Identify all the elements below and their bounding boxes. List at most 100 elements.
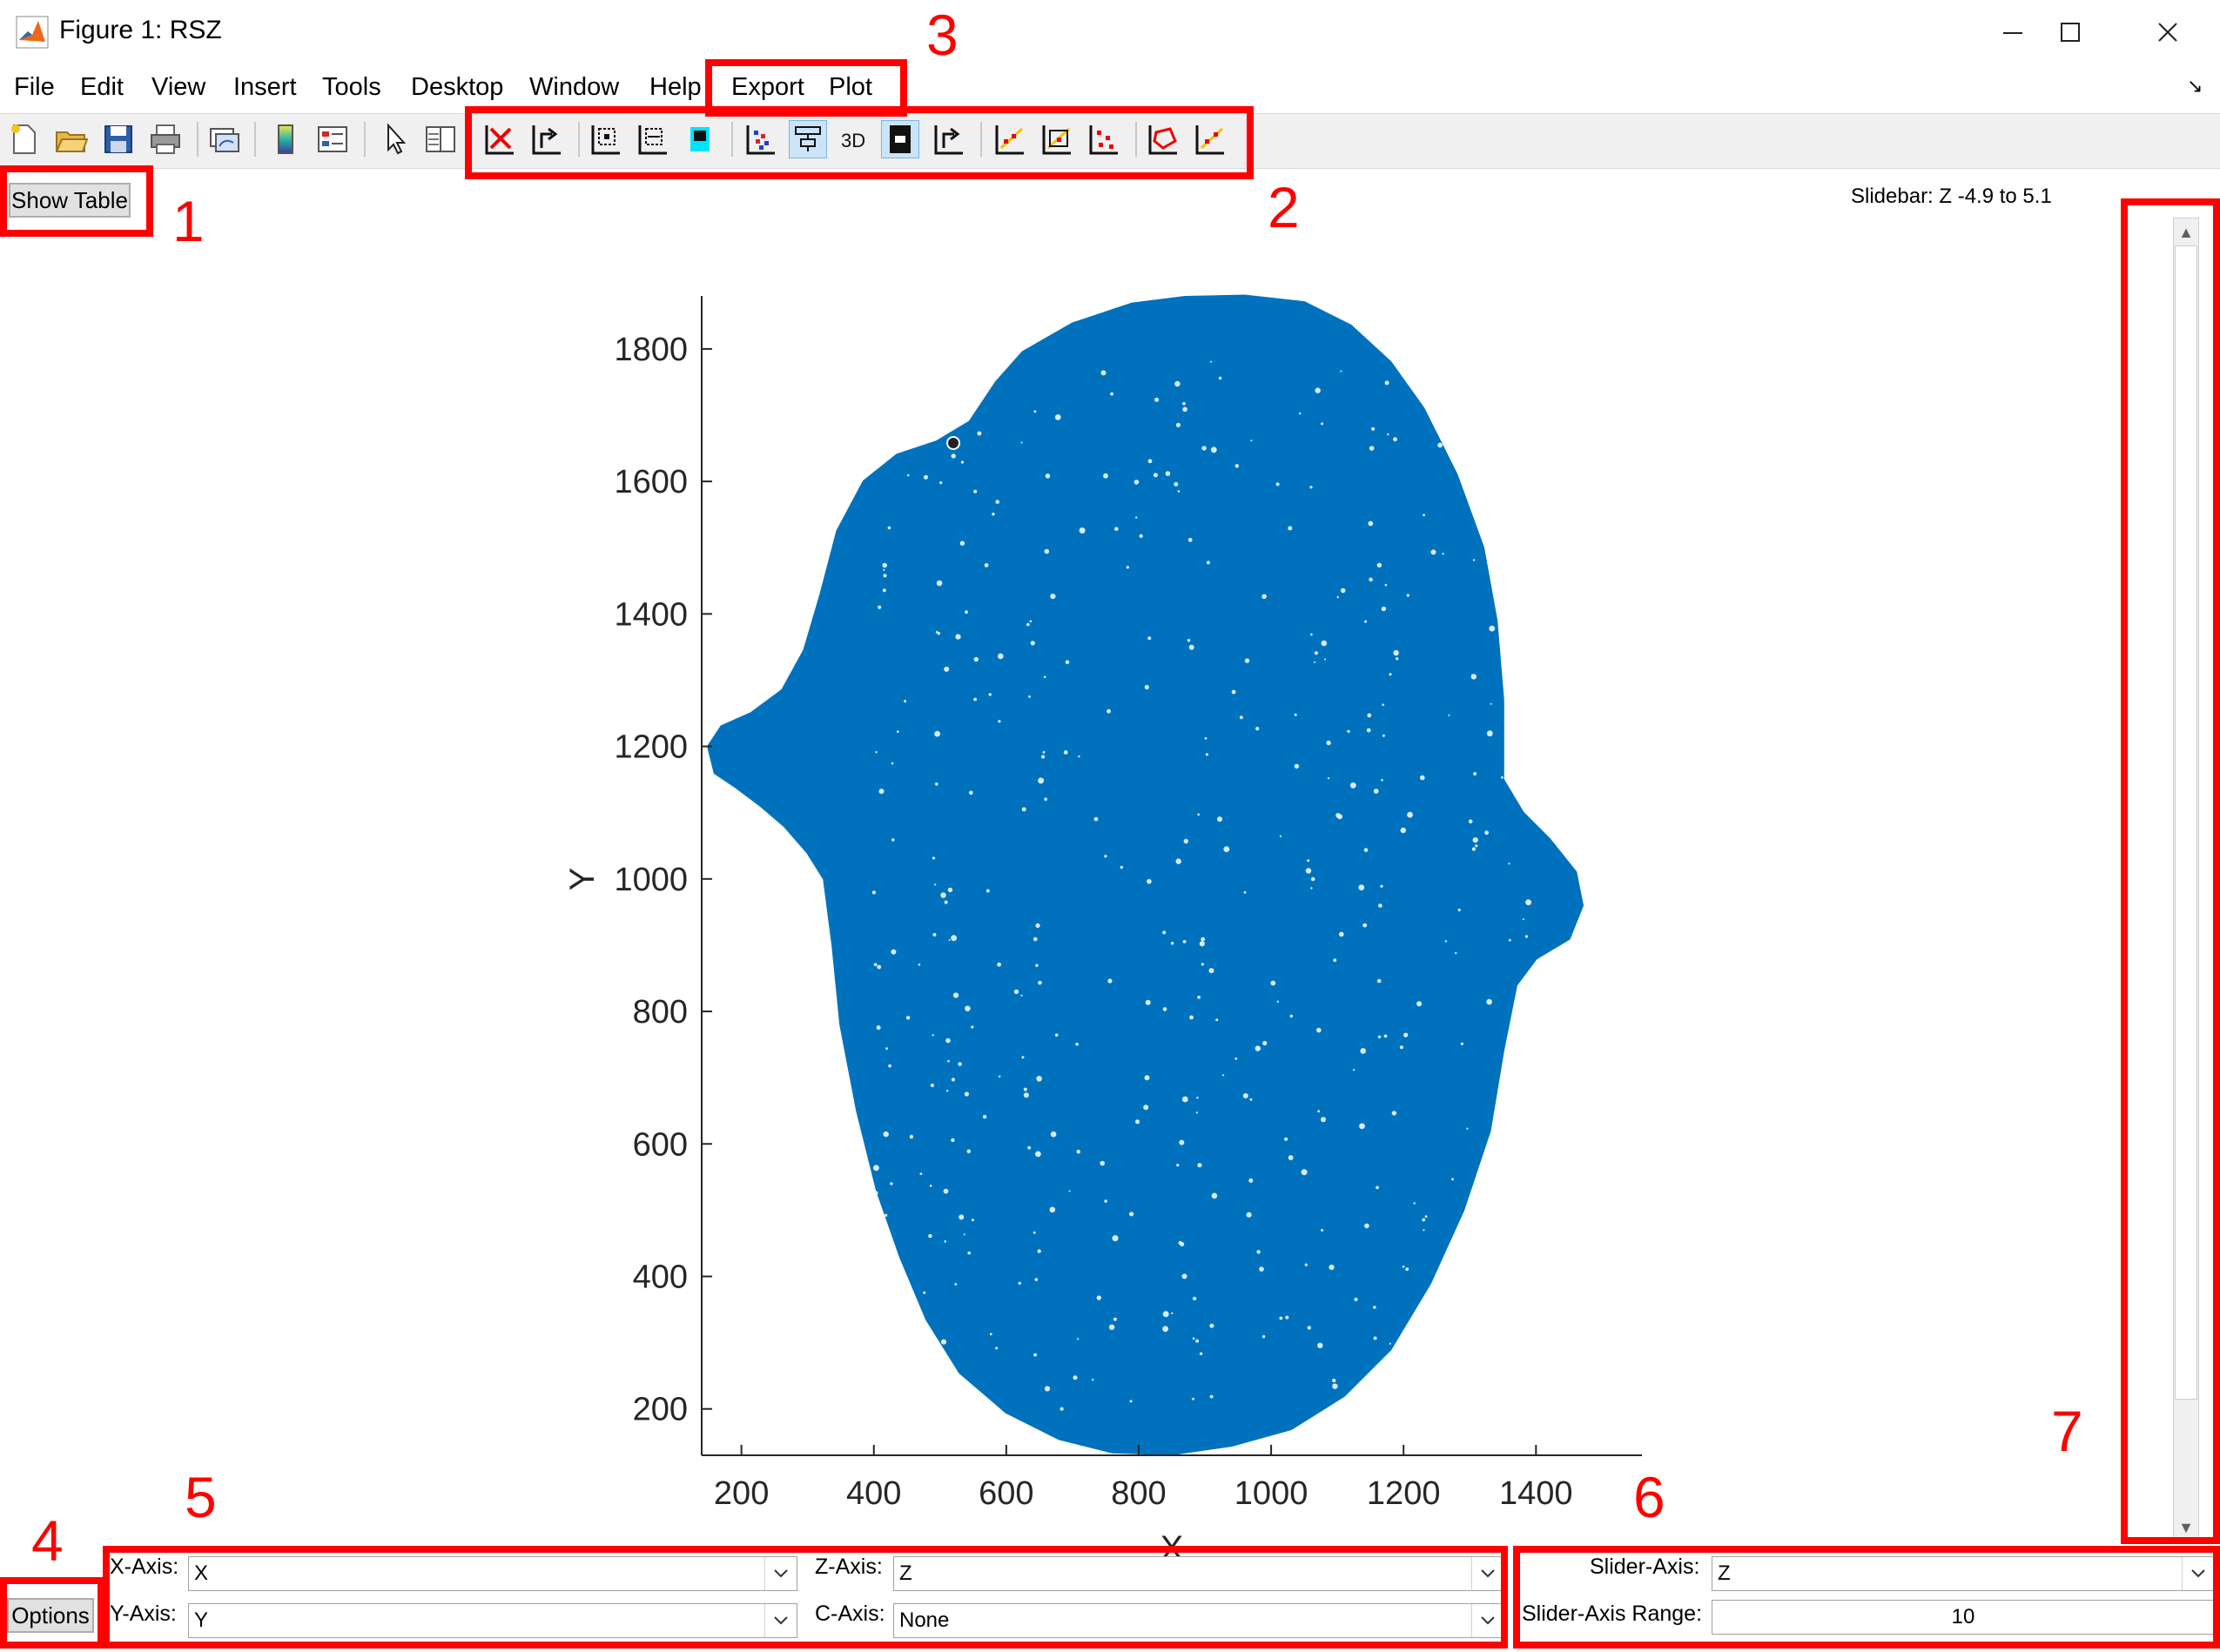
scatter-gap [1459, 402, 1463, 406]
menu-help[interactable]: Help [649, 73, 702, 101]
scatter-colored-icon[interactable] [742, 120, 780, 158]
scatter-gap [944, 666, 950, 672]
scatter-gap [1114, 527, 1119, 531]
color-toggle-icon[interactable] [681, 120, 719, 158]
filter-icon[interactable] [789, 120, 827, 158]
menu-export[interactable]: Export [731, 73, 804, 101]
scatter-gap [1482, 393, 1484, 395]
highlighted-point[interactable] [946, 435, 961, 450]
fit-line-icon[interactable] [991, 120, 1029, 158]
scatter-gap [1402, 1266, 1405, 1268]
menu-window[interactable]: Window [529, 73, 620, 101]
maximize-button[interactable] [2035, 7, 2105, 57]
scatter-gap [1139, 534, 1143, 539]
minimize-icon [2003, 32, 2022, 34]
menu-tools[interactable]: Tools [322, 73, 381, 101]
scatter-gap [1270, 980, 1276, 986]
scatter-gap [1305, 868, 1312, 874]
y-axis-select[interactable]: Y [188, 1603, 797, 1638]
scatter-red-icon[interactable] [1085, 120, 1123, 158]
scatter-points[interactable] [706, 294, 1584, 1456]
save-icon[interactable] [99, 120, 138, 158]
menu-file[interactable]: File [14, 73, 55, 101]
scatter-gap [1475, 844, 1478, 848]
scatter-gap [919, 1172, 923, 1175]
toolbar-separator [578, 122, 580, 157]
open-file-icon[interactable] [52, 120, 91, 158]
z-slider-thumb[interactable] [2175, 245, 2197, 1400]
scatter-gap [918, 964, 921, 966]
scatter-gap [1205, 753, 1208, 756]
new-figure-icon[interactable] [5, 120, 44, 158]
annotation-box-7 [2121, 198, 2220, 1544]
options-button[interactable]: Options [7, 1598, 94, 1633]
legend-icon[interactable] [313, 120, 352, 158]
menu-view[interactable]: View [151, 73, 206, 101]
fit-line-box-icon[interactable] [1038, 120, 1076, 158]
scatter-gap [1284, 1137, 1288, 1141]
scatter-gap [1054, 414, 1061, 420]
scatter-gap [871, 890, 877, 895]
z-axis-select[interactable]: Z [893, 1556, 1504, 1591]
link-plot-icon[interactable] [205, 120, 244, 158]
scatter-gap [945, 1038, 951, 1044]
annotation-box-5 [103, 1546, 1508, 1649]
scatter-gap [1481, 1305, 1484, 1308]
polygon-select-icon[interactable] [1144, 120, 1182, 158]
scatter-gap [1192, 1397, 1194, 1400]
scatter-gap [1175, 422, 1181, 427]
scatter-gap [932, 1034, 934, 1037]
export-points-icon[interactable] [528, 120, 566, 158]
property-inspector-icon[interactable] [421, 120, 460, 158]
scatter-gap [1486, 998, 1492, 1005]
minimize-button[interactable] [1978, 7, 2048, 57]
zoom-box-alt-icon[interactable] [634, 120, 672, 158]
show-table-button[interactable]: Show Table [9, 183, 131, 218]
export-alt-icon[interactable] [930, 120, 968, 158]
menu-insert[interactable]: Insert [233, 73, 297, 101]
menu-edit[interactable]: Edit [80, 73, 124, 101]
scatter-gap [1079, 527, 1086, 534]
scatter-gap [952, 992, 959, 998]
close-button[interactable] [2133, 7, 2203, 57]
scatter-gap [964, 1091, 969, 1097]
scatter-gap [1317, 1110, 1321, 1113]
menu-desktop[interactable]: Desktop [411, 73, 504, 101]
slider-down-arrow-icon[interactable]: ▼ [2178, 1518, 2194, 1536]
delete-points-icon[interactable] [481, 120, 519, 158]
scatter-gap [1199, 941, 1205, 947]
menu-plot[interactable]: Plot [829, 73, 872, 101]
zoom-box-icon[interactable] [587, 120, 625, 158]
x-axis-label: X-Axis: [110, 1555, 179, 1579]
scatter-gap [1314, 661, 1316, 663]
scatter-gap [1422, 1218, 1426, 1222]
slider-up-arrow-icon[interactable]: ▲ [2178, 223, 2194, 241]
c-axis-select[interactable]: None [893, 1603, 1504, 1638]
colorbar-icon[interactable] [266, 120, 305, 158]
scatter-gap [1134, 480, 1140, 485]
scatter-gap [1376, 562, 1382, 567]
scatter-gap [1376, 978, 1382, 984]
pointer-icon[interactable] [376, 120, 414, 158]
scatter-gap [897, 730, 899, 733]
density-icon[interactable] [881, 120, 919, 158]
scatter-gap [971, 1025, 974, 1029]
scatter-gap [1381, 606, 1387, 612]
scatter-gap [1147, 878, 1152, 884]
scatter-gap [999, 1075, 1001, 1078]
scatter-gap [1400, 827, 1407, 834]
3d-view-icon[interactable]: 3D [836, 120, 874, 158]
scatter-gap [1381, 778, 1383, 782]
slider-axis-select[interactable]: Z [1712, 1556, 2215, 1591]
scatter-gap [1042, 750, 1046, 754]
x-axis-select[interactable]: X [188, 1556, 797, 1591]
scatter-gap [959, 541, 965, 546]
print-icon[interactable] [146, 120, 185, 158]
scatter-gap [1430, 549, 1436, 555]
scatter-gap [1314, 651, 1318, 655]
line-select-icon[interactable] [1191, 120, 1229, 158]
slider-range-input[interactable]: 10 [1712, 1600, 2215, 1635]
dock-arrow-icon[interactable]: ↘ [2187, 75, 2203, 97]
scatter-gap [1182, 401, 1186, 406]
